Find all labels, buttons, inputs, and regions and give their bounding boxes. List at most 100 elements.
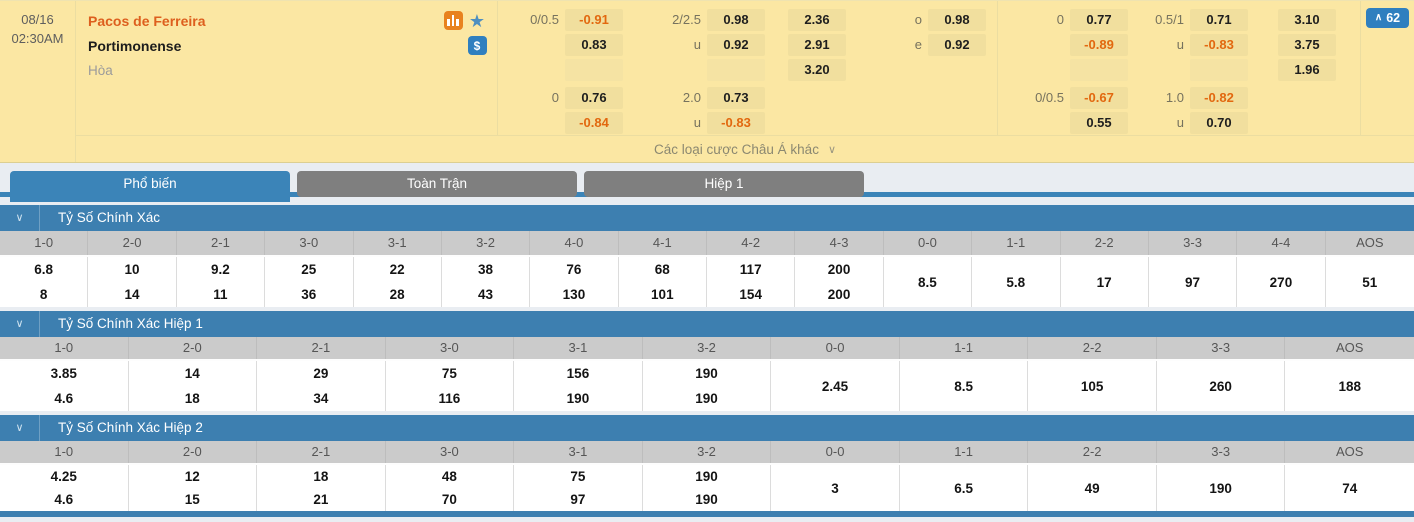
section-header-correct-score[interactable]: ∨ Tỷ Số Chính Xác [0,205,1414,231]
section-title: Tỷ Số Chính Xác Hiệp 1 [58,316,203,331]
col-header: 3-1 [514,441,643,463]
section-header-correct-score-half1[interactable]: ∨ Tỷ Số Chính Xác Hiệp 1 [0,311,1414,337]
hf-1x2-home-odd[interactable]: 3.10 [1278,9,1336,31]
score-table-body: 4.25 4.6 12 15 18 21 48 70 75 97 190 190 3 6.5… [0,465,1414,511]
ft-hdp-home-odd-2[interactable]: 0.76 [565,87,623,109]
hf-over-odd[interactable]: 0.71 [1190,9,1248,31]
col-header: 4-4 [1237,231,1326,255]
hf-under-odd[interactable]: -0.83 [1190,34,1248,56]
ft-ou-empty-cell [707,59,765,81]
score-odds-col[interactable]: 6.8 8 [0,257,89,307]
score-odds-col[interactable]: 75 116 [386,361,515,411]
score-odds-col[interactable]: 117 154 [707,257,796,307]
hf-hdp-away-odd-2[interactable]: 0.55 [1070,112,1128,134]
col-header: 0-0 [771,337,900,359]
score-odds-col[interactable]: 10 14 [88,257,177,307]
score-odds-col[interactable]: 25 36 [265,257,354,307]
ft-hdp-home-odd[interactable]: -0.91 [565,9,623,31]
hf-1x2-away-odd[interactable]: 3.75 [1278,34,1336,56]
col-header: 1-0 [0,441,129,463]
next-section-header-partial [0,511,1414,517]
tab-toan-tran[interactable]: Toàn Trận [297,171,577,197]
hf-hdp-away-odd[interactable]: -0.89 [1070,34,1128,56]
score-odds-col[interactable]: 9.2 11 [177,257,266,307]
ft-even-odd[interactable]: 0.92 [928,34,986,56]
ft-hdp-away-odd-2[interactable]: -0.84 [565,112,623,134]
score-odds-col[interactable]: 49 [1028,465,1157,511]
ft-over-odd-2[interactable]: 0.73 [707,87,765,109]
tab-hiep-1[interactable]: Hiệp 1 [584,171,864,197]
section-correct-score-half1: ∨ Tỷ Số Chính Xác Hiệp 1 1-0 2-0 2-1 3-0… [0,311,1414,411]
score-odds-col[interactable]: 12 15 [129,465,258,511]
score-odds-col[interactable]: 97 [1149,257,1238,307]
score-odds-col[interactable]: 4.25 4.6 [0,465,129,511]
score-odds-col[interactable]: 68 101 [619,257,707,307]
col-header: 3-0 [386,337,515,359]
col-header: 2-1 [257,337,386,359]
ft-ou-line: 2/2.5 [672,12,701,27]
score-odds-col[interactable]: 270 [1237,257,1326,307]
score-odds-col[interactable]: 156 190 [514,361,643,411]
ft-odd-odd[interactable]: 0.98 [928,9,986,31]
more-asian-bets-expander[interactable]: Các loại cược Châu Á khác ∨ [76,135,1414,162]
score-odds-col[interactable]: 200 200 [795,257,884,307]
score-table-header: 1-0 2-0 2-1 3-0 3-1 3-2 0-0 1-1 2-2 3-3 … [0,441,1414,465]
star-icon[interactable]: ★ [468,10,486,31]
score-odds-col[interactable]: 18 21 [257,465,386,511]
hf-under-odd-2[interactable]: 0.70 [1190,112,1248,134]
score-odds-col[interactable]: 188 [1338,378,1361,394]
cash-icon[interactable]: $ [467,36,487,55]
full-time-odds-grid-2: 0 0.76 2.0 0.73 -0.84 u -0.83 [498,87,997,134]
score-odds-col[interactable]: 2.45 [771,361,900,411]
markets-count-button[interactable]: ∧ 62 [1365,7,1410,28]
ft-1x2-draw-odd[interactable]: 3.20 [788,59,846,81]
ft-over-odd[interactable]: 0.98 [707,9,765,31]
away-team-name[interactable]: Portimonense [88,37,182,54]
ft-hdp-empty-cell [565,59,623,81]
chevron-collapse-icon: ∨ [0,311,40,337]
hf-hdp-line: 0 [1056,12,1064,27]
col-header: 2-0 [88,231,177,255]
score-odds-col[interactable]: 38 43 [442,257,531,307]
section-header-correct-score-half2[interactable]: ∨ Tỷ Số Chính Xác Hiệp 2 [0,415,1414,441]
score-odds-col[interactable]: 5.8 [972,257,1061,307]
hf-1x2-draw-odd[interactable]: 1.96 [1278,59,1336,81]
ft-hdp-line-2: 0 [551,90,559,105]
col-header: 2-2 [1028,337,1157,359]
ft-ou-line-2: 2.0 [682,90,701,105]
score-odds-col[interactable]: 74 [1342,480,1358,496]
hf-over-odd-2[interactable]: -0.82 [1190,87,1248,109]
score-odds-col[interactable]: 190 [1157,465,1286,511]
score-odds-col[interactable]: 29 34 [257,361,386,411]
score-odds-col[interactable]: 51 [1362,274,1378,290]
score-odds-col[interactable]: 48 70 [386,465,515,511]
score-odds-col[interactable]: 105 [1028,361,1157,411]
score-odds-col[interactable]: 75 97 [514,465,643,511]
hf-hdp-home-odd-2[interactable]: -0.67 [1070,87,1128,109]
score-odds-col[interactable]: 17 [1061,257,1149,307]
ft-1x2-home-odd[interactable]: 2.36 [788,9,846,31]
score-odds-col[interactable]: 190 190 [643,361,772,411]
col-header: 4-1 [619,231,707,255]
section-title: Tỷ Số Chính Xác Hiệp 2 [58,420,203,435]
ft-under-odd[interactable]: 0.92 [707,34,765,56]
score-odds-col[interactable]: 8.5 [900,361,1029,411]
score-odds-col[interactable]: 6.5 [900,465,1029,511]
hf-hdp-home-odd[interactable]: 0.77 [1070,9,1128,31]
match-card-body: Pacos de Ferreira ★ Portimonense [75,1,1414,162]
ft-hdp-away-odd[interactable]: 0.83 [565,34,623,56]
score-odds-col[interactable]: 22 28 [354,257,442,307]
tab-pho-bien[interactable]: Phổ biến [10,171,290,202]
score-table-body: 6.8 8 10 14 9.2 11 25 36 22 28 38 43 76 130 68 1… [0,257,1414,307]
ft-1x2-away-odd[interactable]: 2.91 [788,34,846,56]
home-team-name[interactable]: Pacos de Ferreira [88,12,206,29]
score-odds-col[interactable]: 8.5 [884,257,973,307]
score-odds-col[interactable]: 260 [1157,361,1286,411]
score-odds-col[interactable]: 3 [771,465,900,511]
stats-icon[interactable] [443,11,463,30]
ft-under-odd-2[interactable]: -0.83 [707,112,765,134]
score-odds-col[interactable]: 3.85 4.6 [0,361,129,411]
score-odds-col[interactable]: 14 18 [129,361,258,411]
score-odds-col[interactable]: 190 190 [643,465,772,511]
score-odds-col[interactable]: 76 130 [530,257,619,307]
